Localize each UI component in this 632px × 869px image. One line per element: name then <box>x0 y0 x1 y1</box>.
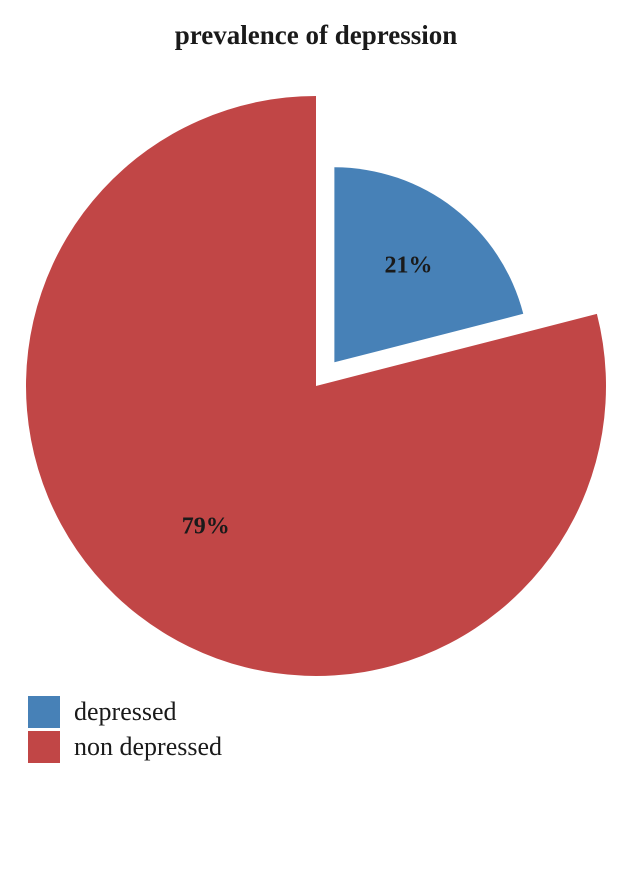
pie-svg: 21% 79% <box>26 66 606 686</box>
legend-item-non-depressed: non depressed <box>28 731 222 763</box>
legend-swatch-depressed <box>28 696 60 728</box>
legend: depressed non depressed <box>28 696 222 763</box>
legend-item-depressed: depressed <box>28 696 222 728</box>
pie-label-non-depressed: 79% <box>182 514 230 540</box>
pie-slice-non-depressed <box>26 96 606 676</box>
chart-title: prevalence of depression <box>175 20 458 51</box>
chart-container: prevalence of depression 21% 79% depresse… <box>0 0 632 869</box>
pie-label-depressed: 21% <box>384 252 432 278</box>
legend-label-depressed: depressed <box>74 697 177 727</box>
pie-chart: 21% 79% <box>26 66 606 686</box>
legend-label-non-depressed: non depressed <box>74 732 222 762</box>
legend-swatch-non-depressed <box>28 731 60 763</box>
